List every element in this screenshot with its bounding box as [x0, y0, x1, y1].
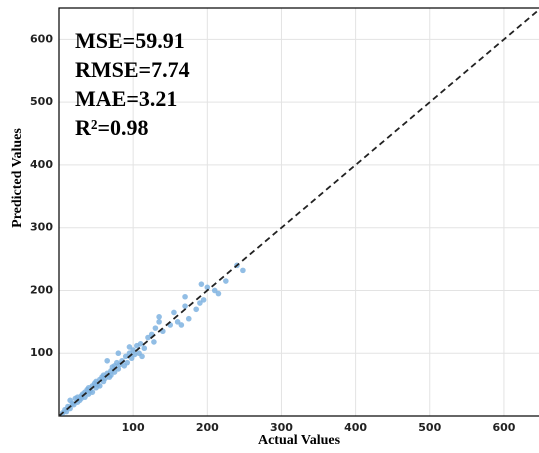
point	[151, 339, 157, 345]
point	[104, 357, 110, 364]
point	[197, 300, 203, 306]
point	[89, 389, 96, 395]
point	[204, 284, 211, 291]
y-tick-label: 500	[30, 95, 53, 108]
point	[240, 267, 246, 274]
x-tick-label: 200	[196, 421, 219, 434]
x-tick-label: 500	[418, 421, 441, 434]
point	[137, 341, 144, 347]
y-tick-label: 200	[30, 283, 53, 296]
metric-annotation: RMSE=7.74	[75, 57, 190, 82]
x-tick-label: 400	[344, 421, 367, 434]
point	[178, 322, 185, 328]
point	[200, 297, 207, 303]
point	[63, 408, 70, 415]
x-axis-label: Actual Values	[258, 433, 341, 448]
point	[215, 290, 222, 297]
point	[145, 334, 151, 341]
point	[185, 315, 192, 322]
x-tick-label: 300	[270, 421, 293, 434]
point	[193, 306, 199, 313]
point	[156, 319, 162, 325]
y-axis-label: Predicted Values	[10, 128, 25, 228]
point	[223, 278, 229, 284]
y-tick-label: 100	[30, 346, 53, 359]
point	[139, 353, 145, 360]
point	[130, 347, 136, 353]
point	[122, 353, 129, 360]
point	[211, 287, 218, 294]
point	[96, 383, 103, 389]
point	[124, 359, 131, 366]
point	[156, 314, 162, 320]
metric-annotation: R²=0.98	[75, 115, 149, 140]
plot-frame	[58, 7, 539, 417]
x-tick-label: 100	[122, 421, 145, 434]
point	[141, 345, 148, 352]
identity-line	[58, 8, 539, 417]
metric-annotation: MAE=3.21	[75, 86, 177, 111]
point	[182, 293, 188, 300]
point	[126, 344, 133, 350]
point	[128, 355, 135, 362]
y-tick-label: 300	[30, 221, 53, 234]
point	[131, 351, 138, 358]
point	[198, 281, 205, 287]
x-tick-label: 600	[492, 421, 515, 434]
point	[182, 303, 188, 309]
y-tick-label: 400	[30, 158, 53, 171]
point	[115, 350, 122, 357]
point	[171, 309, 177, 316]
point	[152, 325, 159, 331]
metric-annotation: MSE=59.91	[75, 28, 185, 53]
y-tick-label: 600	[30, 32, 53, 45]
point	[174, 319, 181, 325]
